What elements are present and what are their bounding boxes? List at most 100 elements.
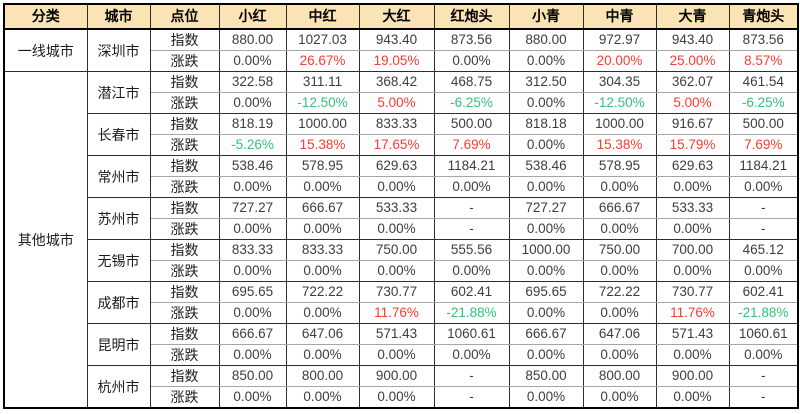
change-value-cell[interactable]: 15.38%	[285, 134, 360, 156]
index-value-cell[interactable]: 304.35	[582, 71, 657, 93]
change-value-cell[interactable]: 0.00%	[433, 344, 510, 366]
point-type-cell[interactable]: 涨跌	[149, 218, 220, 240]
index-value-cell[interactable]: 666.67	[285, 197, 360, 219]
index-value-cell[interactable]: 727.27	[218, 197, 287, 219]
change-value-cell[interactable]: -6.25%	[728, 92, 799, 114]
index-value-cell[interactable]: 1060.61	[728, 323, 799, 345]
change-value-cell[interactable]: 0.00%	[285, 260, 360, 282]
index-value-cell[interactable]: 461.54	[728, 71, 799, 93]
index-value-cell[interactable]: 500.00	[433, 113, 510, 135]
city-cell[interactable]: 昆明市	[86, 323, 151, 366]
change-value-cell[interactable]: 25.00%	[655, 50, 730, 72]
index-value-cell[interactable]: 916.67	[655, 113, 730, 135]
point-type-cell[interactable]: 指数	[149, 71, 220, 93]
city-cell[interactable]: 成都市	[86, 281, 151, 324]
change-value-cell[interactable]: 19.05%	[358, 50, 435, 72]
change-value-cell[interactable]: 0.00%	[728, 260, 799, 282]
index-value-cell[interactable]: 629.63	[655, 155, 730, 177]
city-cell[interactable]: 无锡市	[86, 239, 151, 282]
index-value-cell[interactable]: 900.00	[358, 365, 435, 387]
category-cell[interactable]: 一线城市	[3, 28, 88, 72]
index-value-cell[interactable]: 666.67	[582, 197, 657, 219]
city-cell[interactable]: 长春市	[86, 113, 151, 156]
index-value-cell[interactable]: 880.00	[508, 28, 584, 51]
change-value-cell[interactable]: -12.50%	[582, 92, 657, 114]
change-value-cell[interactable]: 0.00%	[655, 218, 730, 240]
index-value-cell[interactable]: 727.27	[508, 197, 584, 219]
city-cell[interactable]: 苏州市	[86, 197, 151, 240]
index-value-cell[interactable]: 900.00	[655, 365, 730, 387]
point-type-cell[interactable]: 指数	[149, 28, 220, 51]
index-value-cell[interactable]: 833.33	[218, 239, 287, 261]
index-value-cell[interactable]: 800.00	[285, 365, 360, 387]
change-value-cell[interactable]: 0.00%	[218, 92, 287, 114]
index-value-cell[interactable]: 695.65	[508, 281, 584, 303]
index-value-cell[interactable]: 850.00	[508, 365, 584, 387]
index-value-cell[interactable]: 943.40	[655, 28, 730, 51]
change-value-cell[interactable]: 0.00%	[285, 176, 360, 198]
change-value-cell[interactable]: 11.76%	[655, 302, 730, 324]
index-value-cell[interactable]: 312.50	[508, 71, 584, 93]
index-value-cell[interactable]: 833.33	[358, 113, 435, 135]
column-header-7[interactable]: 小青	[508, 3, 584, 30]
change-value-cell[interactable]: 0.00%	[218, 260, 287, 282]
change-value-cell[interactable]: 0.00%	[433, 176, 510, 198]
change-value-cell[interactable]: 0.00%	[285, 302, 360, 324]
column-header-5[interactable]: 大红	[358, 3, 435, 30]
index-value-cell[interactable]: 538.46	[218, 155, 287, 177]
index-value-cell[interactable]: 578.95	[582, 155, 657, 177]
point-type-cell[interactable]: 指数	[149, 113, 220, 135]
index-value-cell[interactable]: 571.43	[358, 323, 435, 345]
index-value-cell[interactable]: 578.95	[285, 155, 360, 177]
change-value-cell[interactable]: 20.00%	[582, 50, 657, 72]
index-value-cell[interactable]: 730.77	[358, 281, 435, 303]
change-value-cell[interactable]: 11.76%	[358, 302, 435, 324]
index-value-cell[interactable]: 666.67	[508, 323, 584, 345]
index-value-cell[interactable]: 533.33	[358, 197, 435, 219]
column-header-1[interactable]: 城市	[86, 3, 151, 30]
change-value-cell[interactable]: 0.00%	[218, 218, 287, 240]
change-value-cell[interactable]: 0.00%	[508, 92, 584, 114]
change-value-cell[interactable]: 0.00%	[285, 218, 360, 240]
point-type-cell[interactable]: 涨跌	[149, 260, 220, 282]
point-type-cell[interactable]: 指数	[149, 239, 220, 261]
change-value-cell[interactable]: 8.57%	[728, 50, 799, 72]
change-value-cell[interactable]: 0.00%	[218, 50, 287, 72]
change-value-cell[interactable]: 0.00%	[218, 302, 287, 324]
point-type-cell[interactable]: 涨跌	[149, 92, 220, 114]
index-value-cell[interactable]: 1027.03	[285, 28, 360, 51]
column-header-4[interactable]: 中红	[285, 3, 360, 30]
point-type-cell[interactable]: 指数	[149, 197, 220, 219]
index-value-cell[interactable]: 972.97	[582, 28, 657, 51]
change-value-cell[interactable]: 15.38%	[582, 134, 657, 156]
change-value-cell[interactable]: 0.00%	[582, 302, 657, 324]
point-type-cell[interactable]: 涨跌	[149, 302, 220, 324]
city-cell[interactable]: 潜江市	[86, 71, 151, 114]
change-value-cell[interactable]: -	[433, 386, 510, 409]
point-type-cell[interactable]: 指数	[149, 365, 220, 387]
index-value-cell[interactable]: 1184.21	[728, 155, 799, 177]
index-value-cell[interactable]: 943.40	[358, 28, 435, 51]
point-type-cell[interactable]: 涨跌	[149, 176, 220, 198]
change-value-cell[interactable]: 0.00%	[358, 218, 435, 240]
index-value-cell[interactable]: 700.00	[655, 239, 730, 261]
change-value-cell[interactable]: 0.00%	[582, 218, 657, 240]
city-cell[interactable]: 深圳市	[86, 28, 151, 72]
change-value-cell[interactable]: 0.00%	[358, 260, 435, 282]
column-header-3[interactable]: 小红	[218, 3, 287, 30]
column-header-9[interactable]: 大青	[655, 3, 730, 30]
change-value-cell[interactable]: 0.00%	[508, 302, 584, 324]
change-value-cell[interactable]: -5.26%	[218, 134, 287, 156]
change-value-cell[interactable]: 0.00%	[582, 260, 657, 282]
column-header-10[interactable]: 青炮头	[728, 3, 799, 30]
change-value-cell[interactable]: 0.00%	[358, 344, 435, 366]
column-header-0[interactable]: 分类	[3, 3, 88, 30]
change-value-cell[interactable]: 5.00%	[655, 92, 730, 114]
index-value-cell[interactable]: 1000.00	[582, 113, 657, 135]
index-value-cell[interactable]: 311.11	[285, 71, 360, 93]
change-value-cell[interactable]: 0.00%	[285, 386, 360, 409]
point-type-cell[interactable]: 指数	[149, 281, 220, 303]
change-value-cell[interactable]: 0.00%	[218, 386, 287, 409]
change-value-cell[interactable]: 0.00%	[728, 344, 799, 366]
index-value-cell[interactable]: 873.56	[433, 28, 510, 51]
